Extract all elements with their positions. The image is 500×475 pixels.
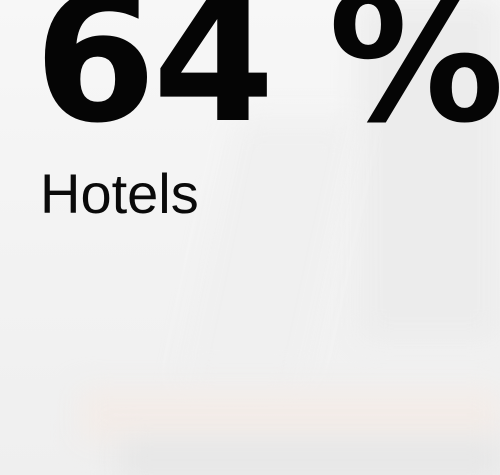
background-shape: [120, 440, 500, 475]
stat-label: Hotels: [40, 162, 199, 225]
stat-value: 64 %: [34, 0, 500, 162]
background-shape: [360, 0, 500, 340]
background-shape: [80, 390, 500, 440]
